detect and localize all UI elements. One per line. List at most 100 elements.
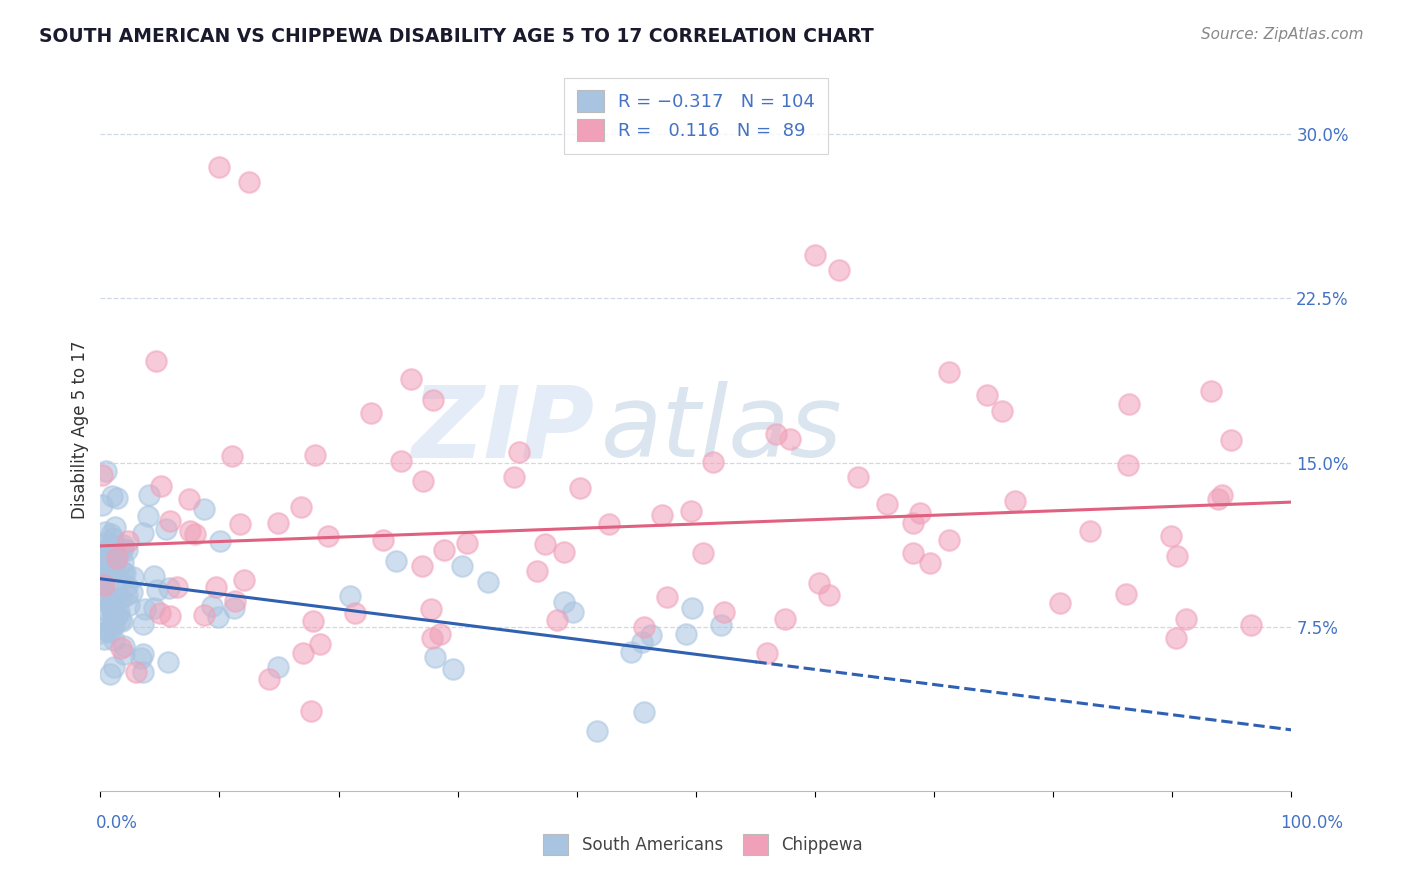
Point (290, 500, 312, 514)
Point (96, 554, 118, 568)
Point (238, 175, 260, 189)
Point (1208, 491, 1230, 506)
Point (90, 554, 112, 568)
Point (112, 647, 135, 661)
Point (443, 662, 465, 676)
Point (422, 392, 444, 407)
Point (640, 628, 662, 642)
Point (681, 600, 703, 615)
Point (97, 591, 120, 605)
Point (100, 599, 122, 613)
Point (412, 475, 434, 489)
Text: 100.0%: 100.0% (1279, 814, 1343, 831)
Point (846, 470, 869, 484)
Point (96, 624, 118, 639)
Point (633, 705, 655, 719)
Point (138, 488, 160, 502)
Point (1160, 529, 1182, 543)
Point (773, 612, 796, 626)
Point (103, 660, 125, 674)
Point (339, 589, 361, 603)
Point (756, 646, 779, 660)
Point (121, 569, 143, 583)
Point (546, 613, 568, 627)
Point (828, 263, 851, 277)
Point (101, 614, 124, 628)
Point (118, 598, 141, 612)
Point (179, 492, 201, 507)
Point (150, 479, 173, 493)
Point (105, 550, 128, 565)
Point (93, 632, 115, 646)
Point (630, 635, 652, 649)
Point (90, 574, 112, 589)
Point (156, 655, 179, 669)
Point (98, 624, 121, 639)
Point (104, 550, 127, 565)
Point (502, 469, 524, 483)
Point (91, 545, 114, 559)
Point (90, 564, 112, 578)
Point (675, 627, 697, 641)
Legend: R = −0.317   N = 104, R =   0.116   N =  89: R = −0.317 N = 104, R = 0.116 N = 89 (564, 78, 828, 154)
Text: Source: ZipAtlas.com: Source: ZipAtlas.com (1201, 27, 1364, 42)
Point (179, 524, 201, 538)
Point (209, 534, 232, 549)
Point (938, 365, 960, 379)
Point (89, 625, 111, 640)
Text: SOUTH AMERICAN VS CHIPPEWA DISABILITY AGE 5 TO 17 CORRELATION CHART: SOUTH AMERICAN VS CHIPPEWA DISABILITY AG… (39, 27, 875, 45)
Point (291, 646, 314, 660)
Point (456, 536, 478, 550)
Point (117, 543, 139, 558)
Text: atlas: atlas (600, 382, 842, 478)
Point (389, 453, 412, 467)
Point (526, 565, 548, 579)
Point (110, 614, 132, 628)
Point (908, 506, 931, 520)
Point (94, 549, 117, 564)
Point (142, 569, 165, 583)
Point (1199, 384, 1222, 398)
Point (108, 604, 131, 618)
Point (98, 555, 121, 569)
Point (125, 665, 148, 680)
Point (702, 454, 724, 468)
Point (159, 609, 181, 624)
Point (145, 354, 167, 368)
Point (259, 672, 281, 686)
Point (267, 516, 290, 531)
Point (360, 406, 382, 420)
Point (101, 545, 124, 559)
Point (193, 502, 215, 516)
Point (1166, 632, 1188, 646)
Point (508, 444, 530, 458)
Point (184, 526, 207, 541)
Point (112, 542, 135, 557)
Point (100, 547, 122, 561)
Point (384, 554, 406, 568)
Point (224, 594, 246, 608)
Point (818, 588, 841, 602)
Point (420, 631, 443, 645)
Point (91, 468, 114, 483)
Point (901, 546, 924, 560)
Point (96, 535, 118, 549)
Point (103, 559, 125, 574)
Point (114, 566, 136, 580)
Point (938, 533, 960, 548)
Point (221, 449, 243, 463)
Point (103, 607, 125, 621)
Point (232, 573, 254, 587)
Point (713, 605, 735, 619)
Point (114, 639, 136, 653)
Text: ZIP: ZIP (412, 382, 595, 478)
Point (534, 537, 557, 551)
Point (399, 372, 422, 386)
Point (117, 533, 139, 548)
Point (110, 591, 132, 605)
Point (112, 538, 135, 552)
Point (1211, 488, 1233, 502)
Point (1174, 612, 1197, 626)
Point (132, 647, 155, 661)
Point (98, 599, 121, 613)
